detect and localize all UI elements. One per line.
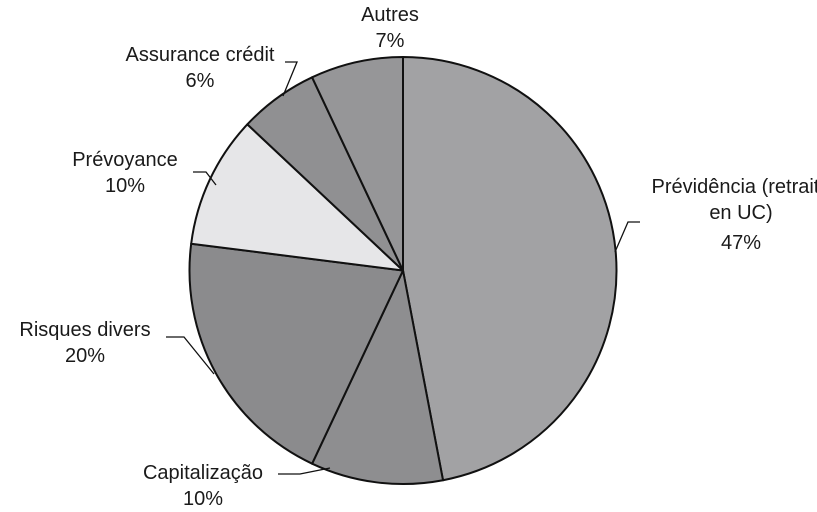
slice-value-label: 10%: [182, 488, 224, 510]
leader-line: [614, 221, 640, 253]
leader-line: [193, 171, 217, 186]
slice-value-label: 47%: [720, 232, 762, 254]
pie-slice: [311, 269, 445, 485]
pie-slice: [190, 123, 404, 272]
slice-label: Autres: [361, 4, 419, 26]
pie-slice: [402, 56, 618, 482]
slice-label: Risques divers: [19, 319, 151, 341]
leader-line: [282, 61, 298, 97]
leader-line: [278, 467, 331, 475]
slice-value-label: 6%: [185, 70, 215, 92]
slice-label: Assurance crédit: [125, 44, 275, 66]
pie-slice: [188, 242, 404, 465]
slice-value-label: 10%: [104, 175, 146, 197]
slice-label: Prévidência (retraite en UC): [651, 176, 817, 224]
slice-label: Prévoyance: [72, 149, 178, 171]
leader-line: [166, 336, 215, 375]
slice-value-label: 7%: [375, 30, 405, 52]
pie-slice: [311, 56, 404, 272]
slice-value-label: 20%: [64, 345, 106, 367]
slice-label: Capitalização: [142, 462, 264, 484]
